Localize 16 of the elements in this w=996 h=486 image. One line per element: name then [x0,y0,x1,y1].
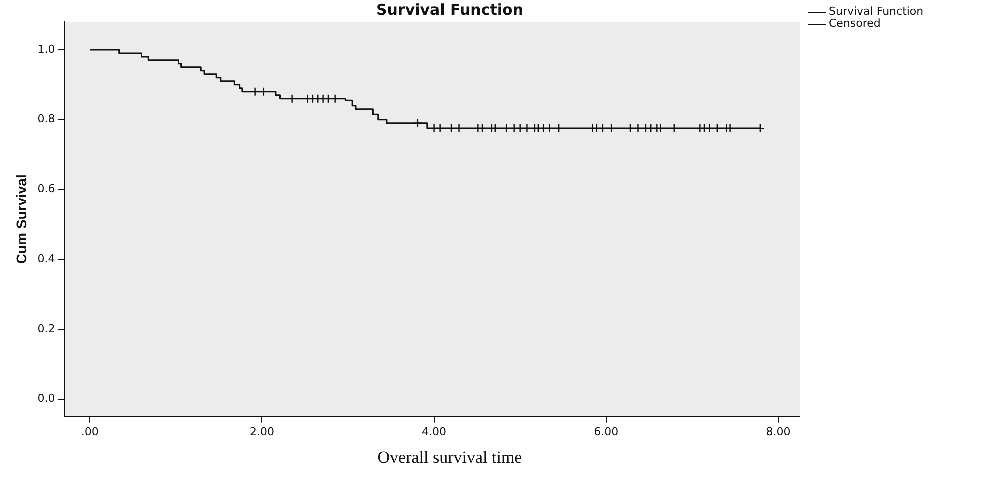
legend-label: Survival Function [829,5,924,18]
x-tick-label: .00 [81,425,99,438]
y-tick-label: 1.0 [38,42,56,56]
y-tick-label: 0.0 [38,392,56,406]
x-axis-title: Overall survival time [376,448,524,468]
legend-label: Censored [829,17,881,30]
x-tick-label: 2.00 [250,425,274,438]
x-tick-label: 6.00 [594,425,619,438]
y-tick-label: 0.2 [38,322,56,336]
y-tick-label: 0.8 [38,112,56,126]
chart-title: Survival Function [376,1,524,19]
x-tick-label: 8.00 [766,425,791,438]
x-tick-label: 4.00 [422,425,447,438]
y-tick-label: 0.6 [38,182,56,196]
y-tick-label: 0.4 [38,252,56,266]
y-axis-title: Cum Survival [13,174,30,264]
